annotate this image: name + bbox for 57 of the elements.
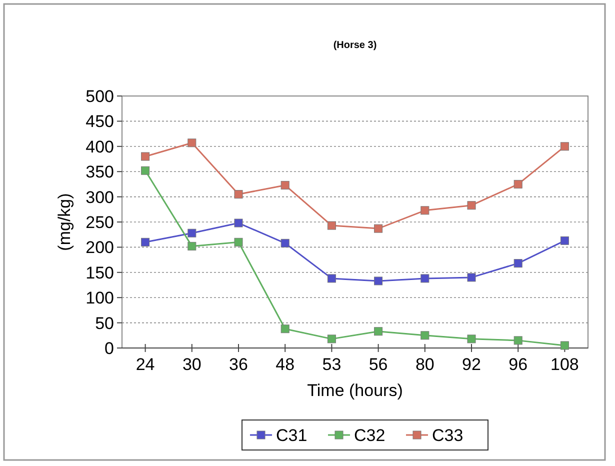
point (420, 206, 430, 215)
point (514, 336, 522, 345)
y-axis-title: (mg/kg) (55, 193, 74, 251)
point (514, 259, 522, 268)
point (234, 218, 243, 228)
point (280, 180, 290, 190)
x-tick-label: 36 (229, 355, 248, 374)
y-tick-label: 100 (86, 288, 114, 308)
x-tick-label: 56 (368, 355, 388, 374)
point (560, 341, 569, 350)
y-tick-label: 0 (104, 338, 114, 358)
point (467, 273, 476, 282)
x-tick-label: 80 (415, 355, 434, 374)
x-axis-title: Time (hours) (307, 381, 403, 400)
x-tick-label: 30 (182, 355, 202, 374)
y-tick-label: 500 (86, 86, 114, 106)
y-tick-label: 150 (86, 263, 114, 282)
point (141, 238, 150, 246)
point (234, 190, 243, 199)
y-tick-label: 300 (86, 188, 114, 207)
y-tick-label: 400 (86, 137, 114, 156)
point (234, 238, 243, 246)
x-tick-label: 48 (276, 355, 295, 374)
x-tick-label: 108 (550, 355, 579, 374)
point (188, 242, 196, 250)
point (374, 224, 383, 233)
y-tick-label: 450 (86, 112, 114, 132)
point (420, 274, 430, 283)
point (420, 331, 430, 340)
x-tick-label: 53 (322, 355, 342, 374)
point (374, 276, 383, 286)
point (327, 221, 336, 230)
point (280, 238, 290, 248)
point (327, 274, 336, 283)
y-tick-label: 200 (86, 238, 114, 258)
point (374, 327, 383, 336)
point (141, 152, 150, 161)
point (514, 180, 522, 188)
legend-label: C33 (432, 426, 464, 445)
point (188, 228, 196, 238)
point (560, 142, 569, 151)
legend-label: C32 (354, 426, 386, 445)
legend-label: C31 (276, 426, 308, 445)
point (560, 236, 569, 245)
point (280, 324, 290, 334)
y-tick-label: 50 (95, 314, 114, 333)
y-tick-label: 350 (86, 162, 114, 182)
x-tick-label: 24 (136, 355, 155, 374)
chart-title: (Horse 3) (333, 40, 377, 51)
point (467, 201, 476, 210)
point (467, 334, 476, 344)
point (327, 334, 336, 344)
x-tick-label: 92 (462, 355, 481, 374)
x-tick-label: 96 (508, 355, 528, 374)
y-tick-label: 250 (86, 212, 114, 232)
point (188, 138, 196, 148)
point (141, 166, 150, 175)
